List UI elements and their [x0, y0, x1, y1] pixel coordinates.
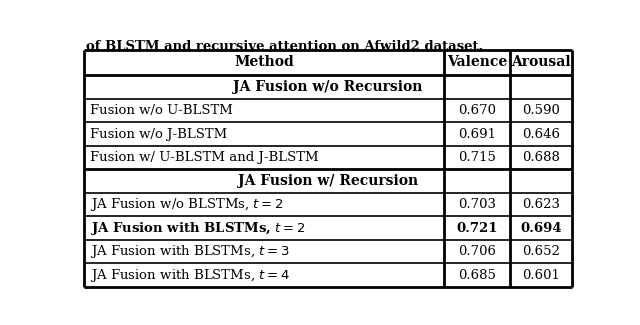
Text: Fusion w/o U-BLSTM: Fusion w/o U-BLSTM [90, 104, 233, 117]
Text: 0.623: 0.623 [522, 198, 560, 211]
Text: 0.646: 0.646 [522, 127, 560, 140]
Text: JA Fusion w/o BLSTMs, $t = 2$: JA Fusion w/o BLSTMs, $t = 2$ [90, 196, 284, 213]
Text: Fusion w/ U-BLSTM and J-BLSTM: Fusion w/ U-BLSTM and J-BLSTM [90, 151, 319, 164]
Text: Method: Method [234, 56, 294, 70]
Text: 0.703: 0.703 [458, 198, 496, 211]
Text: JA Fusion with BLSTMs, $t = 2$: JA Fusion with BLSTMs, $t = 2$ [90, 220, 305, 237]
Text: 0.670: 0.670 [458, 104, 496, 117]
Text: 0.590: 0.590 [522, 104, 560, 117]
Text: JA Fusion w/o Recursion: JA Fusion w/o Recursion [234, 80, 422, 94]
Text: 0.721: 0.721 [456, 222, 498, 235]
Text: 0.694: 0.694 [520, 222, 562, 235]
Text: 0.685: 0.685 [458, 269, 496, 282]
Text: Fusion w/o J-BLSTM: Fusion w/o J-BLSTM [90, 127, 227, 140]
Text: Valence: Valence [447, 56, 508, 70]
Text: 0.652: 0.652 [522, 245, 560, 258]
Text: 0.691: 0.691 [458, 127, 496, 140]
Text: Arousal: Arousal [511, 56, 571, 70]
Text: 0.601: 0.601 [522, 269, 560, 282]
Text: JA Fusion with BLSTMs, $t = 3$: JA Fusion with BLSTMs, $t = 3$ [90, 243, 289, 260]
Text: JA Fusion with BLSTMs, $t = 4$: JA Fusion with BLSTMs, $t = 4$ [90, 267, 290, 284]
Text: 0.688: 0.688 [522, 151, 560, 164]
Text: 0.706: 0.706 [458, 245, 496, 258]
Text: JA Fusion w/ Recursion: JA Fusion w/ Recursion [238, 174, 418, 188]
Text: of BLSTM and recursive attention on Afwild2 dataset.: of BLSTM and recursive attention on Afwi… [86, 40, 483, 53]
Text: 0.715: 0.715 [458, 151, 496, 164]
